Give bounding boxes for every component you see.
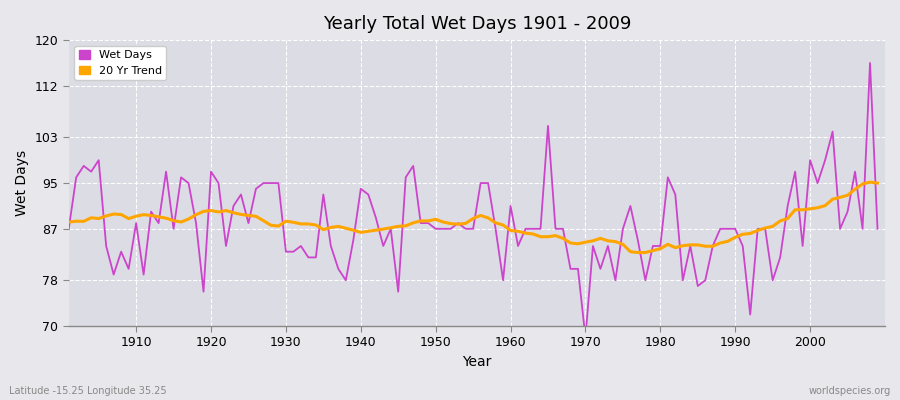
20 Yr Trend bbox=[872, 181, 883, 186]
Wet Days bbox=[333, 266, 344, 271]
Wet Days bbox=[505, 204, 516, 208]
Text: Latitude -15.25 Longitude 35.25: Latitude -15.25 Longitude 35.25 bbox=[9, 386, 166, 396]
20 Yr Trend bbox=[505, 228, 516, 233]
Y-axis label: Wet Days: Wet Days bbox=[15, 150, 29, 216]
Text: worldspecies.org: worldspecies.org bbox=[809, 386, 891, 396]
Wet Days bbox=[288, 249, 299, 254]
Line: 20 Yr Trend: 20 Yr Trend bbox=[68, 182, 878, 252]
20 Yr Trend bbox=[595, 236, 606, 241]
Wet Days bbox=[123, 266, 134, 271]
20 Yr Trend bbox=[123, 216, 134, 221]
20 Yr Trend bbox=[63, 220, 74, 224]
20 Yr Trend bbox=[288, 220, 299, 225]
Wet Days bbox=[602, 244, 613, 248]
Wet Days bbox=[872, 226, 883, 231]
Wet Days bbox=[63, 226, 74, 231]
Title: Yearly Total Wet Days 1901 - 2009: Yearly Total Wet Days 1901 - 2009 bbox=[323, 15, 631, 33]
X-axis label: Year: Year bbox=[463, 355, 491, 369]
Wet Days bbox=[498, 278, 508, 283]
Wet Days bbox=[865, 60, 876, 65]
Legend: Wet Days, 20 Yr Trend: Wet Days, 20 Yr Trend bbox=[75, 46, 166, 80]
Wet Days bbox=[580, 335, 590, 340]
20 Yr Trend bbox=[633, 250, 643, 255]
20 Yr Trend bbox=[333, 224, 344, 229]
20 Yr Trend bbox=[498, 223, 508, 228]
Line: Wet Days: Wet Days bbox=[68, 63, 878, 338]
20 Yr Trend bbox=[865, 180, 876, 184]
